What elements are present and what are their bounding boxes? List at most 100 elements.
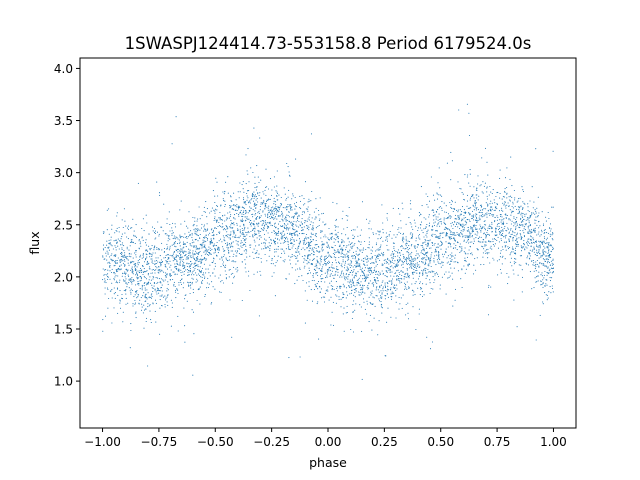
data-point	[424, 257, 426, 259]
data-point	[545, 279, 547, 281]
data-point	[192, 250, 194, 252]
data-point	[485, 208, 487, 210]
data-point	[332, 247, 334, 249]
data-point	[517, 200, 519, 202]
data-point	[508, 219, 510, 221]
data-point	[303, 212, 306, 214]
data-point	[341, 238, 343, 241]
data-point	[453, 261, 455, 263]
data-point	[196, 231, 198, 233]
data-point	[125, 272, 127, 274]
data-point	[120, 268, 122, 270]
data-point	[367, 274, 370, 276]
data-point	[372, 233, 375, 235]
data-point	[491, 231, 493, 233]
data-point	[488, 228, 491, 230]
data-point	[366, 313, 368, 315]
data-point	[285, 199, 287, 201]
data-point	[137, 274, 139, 276]
data-point	[260, 261, 262, 263]
data-point	[359, 234, 361, 236]
data-point	[341, 247, 343, 249]
data-point	[308, 198, 310, 200]
data-point	[391, 251, 394, 253]
data-point	[445, 251, 447, 253]
data-point	[155, 266, 157, 268]
data-point	[353, 244, 355, 246]
data-point	[277, 223, 280, 225]
data-point	[156, 293, 158, 295]
data-point	[551, 285, 553, 287]
data-point	[189, 267, 191, 270]
data-point	[483, 239, 485, 241]
data-point	[141, 306, 143, 308]
data-point	[425, 218, 427, 220]
data-point	[226, 218, 228, 220]
data-point	[276, 192, 279, 195]
data-point	[294, 234, 296, 236]
data-point	[441, 242, 443, 244]
data-point	[396, 265, 398, 268]
data-point	[514, 232, 516, 234]
data-point	[125, 289, 127, 291]
data-point	[512, 231, 514, 233]
data-point	[475, 202, 477, 204]
data-point	[525, 219, 527, 221]
data-point	[516, 238, 518, 240]
data-point	[346, 226, 348, 229]
data-point	[526, 242, 528, 244]
data-point	[302, 279, 304, 282]
data-point	[189, 249, 191, 251]
data-point	[180, 200, 182, 202]
data-point	[398, 227, 400, 229]
data-point	[467, 253, 469, 255]
data-point	[244, 236, 246, 238]
data-point	[116, 287, 119, 289]
data-point	[537, 246, 539, 248]
data-point	[505, 241, 507, 243]
data-point	[450, 206, 452, 208]
data-point	[226, 226, 228, 228]
data-point	[359, 304, 361, 306]
data-point	[515, 227, 517, 229]
data-point	[185, 225, 188, 227]
data-point	[286, 229, 288, 231]
data-point	[535, 261, 537, 263]
data-point	[489, 212, 492, 215]
data-point	[292, 228, 294, 231]
data-point	[250, 219, 252, 222]
data-point	[452, 255, 454, 257]
data-point	[147, 292, 149, 294]
data-point	[520, 238, 522, 241]
data-point	[469, 232, 471, 234]
data-point	[423, 236, 425, 238]
data-point	[317, 225, 319, 228]
data-point	[283, 236, 286, 239]
data-point	[240, 253, 242, 256]
data-point	[379, 249, 381, 251]
data-point	[136, 297, 138, 299]
data-point	[435, 250, 437, 252]
data-point	[368, 244, 370, 246]
data-point	[542, 264, 544, 266]
data-point	[241, 299, 243, 302]
data-point	[384, 275, 386, 277]
data-point	[357, 261, 359, 263]
data-point	[166, 261, 168, 263]
data-point	[133, 261, 135, 263]
data-point	[242, 181, 244, 183]
data-point	[530, 229, 532, 231]
data-point	[495, 207, 497, 209]
data-point	[494, 221, 496, 223]
data-point	[531, 260, 533, 262]
data-point	[159, 307, 161, 309]
data-point	[439, 237, 441, 239]
data-point	[378, 249, 380, 251]
data-point	[146, 249, 148, 251]
data-point	[463, 251, 465, 253]
data-point	[460, 220, 463, 222]
data-point	[321, 269, 323, 271]
data-point	[508, 240, 510, 242]
data-point	[407, 249, 409, 251]
data-point	[231, 242, 233, 244]
